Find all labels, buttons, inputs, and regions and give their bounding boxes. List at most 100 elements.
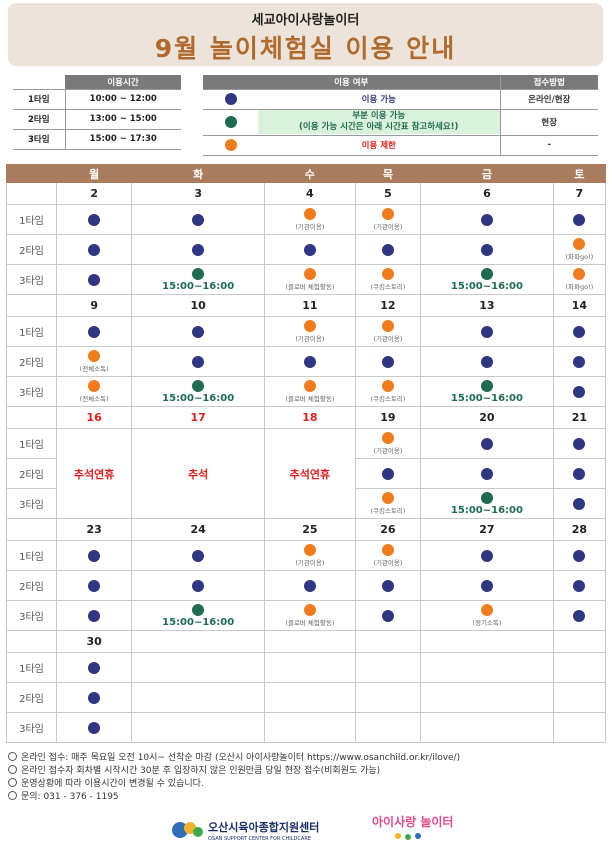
holiday-cell: 추석 <box>131 428 265 519</box>
slot-cell: 15:00~16:00 <box>420 488 554 519</box>
available-dot-icon <box>480 355 493 368</box>
limited-dot-icon <box>303 268 316 280</box>
time-slot-time: 15:00 ~ 17:30 <box>65 129 181 150</box>
slot-row: 2타임 <box>6 682 607 713</box>
available-dot-icon <box>192 325 205 338</box>
date-cell: 26 <box>354 518 422 541</box>
slot-time: 15:00~16:00 <box>162 616 235 628</box>
available-dot-icon <box>381 467 394 480</box>
available-dot-icon <box>88 213 101 226</box>
available-dot-icon <box>303 243 316 256</box>
slot-cell <box>354 600 422 631</box>
slot-row: 1타임 (기관이용) (기관이용) <box>6 316 607 347</box>
slot-row: 1타임 (기관이용) (기관이용) <box>6 540 607 571</box>
slot-row: 2타임 (전체소독) <box>6 346 607 377</box>
slot-cell <box>131 234 265 265</box>
holiday-label: 추석연휴 <box>73 467 115 481</box>
available-dot-icon <box>192 213 205 226</box>
time-slot-label: 2타임 <box>13 109 66 130</box>
slot-cell <box>55 204 133 235</box>
slot-cell: (파파go!) <box>552 264 607 295</box>
page-title: 9월 놀이체험실 이용 안내 <box>154 34 457 63</box>
slot-cell <box>263 652 356 683</box>
available-dot-icon <box>480 213 493 226</box>
slot-cell <box>131 316 265 347</box>
slot-cell <box>55 316 133 347</box>
slot-note: (쿠킹스토리) <box>370 395 406 403</box>
date-row: 16 17 18 19 20 21 <box>6 406 607 429</box>
available-dot-icon <box>573 609 586 622</box>
date-cell: 17 <box>131 406 265 429</box>
slot-label: 1타임 <box>6 316 57 347</box>
slot-cell <box>354 346 422 377</box>
limited-dot-icon <box>224 139 237 151</box>
slot-cell: (클로버 체험활동) <box>263 376 356 407</box>
date-cell: 2 <box>55 182 133 205</box>
time-slot-time: 10:00 ~ 12:00 <box>65 89 181 110</box>
available-dot-icon <box>192 355 205 368</box>
date-cell: 20 <box>420 406 554 429</box>
slot-cell: (기관이용) <box>263 316 356 347</box>
date-cell: 21 <box>552 406 607 429</box>
date-cell <box>420 630 554 653</box>
slot-cell <box>420 682 554 713</box>
available-dot-icon <box>480 243 493 256</box>
slot-row: 1타임 <box>6 652 607 683</box>
slot-cell: (기관이용) <box>263 204 356 235</box>
limited-dot-icon <box>303 604 316 616</box>
slot-cell: (쿠킹스토리) <box>354 264 422 295</box>
date-cell: 10 <box>131 294 265 317</box>
holiday-cell: 추석연휴 <box>263 428 356 519</box>
slot-row: 3타임 (전체소독) 15:00~16:00 (클로버 체험활동) (쿠킹스토리) 15:… <box>6 376 607 407</box>
legend-limited-label: 이용 제한 <box>258 135 500 156</box>
bullet-circle-icon <box>8 791 17 800</box>
date-cell: 30 <box>55 630 133 653</box>
slot-cell <box>263 346 356 377</box>
slot-cell <box>131 204 265 235</box>
slot-cell: (기관이용) <box>354 316 422 347</box>
header-banner: 세교아이사랑놀이터 9월 놀이체험실 이용 안내 <box>8 3 603 66</box>
available-dot-icon <box>480 549 493 562</box>
slot-label: 1타임 <box>6 428 57 459</box>
slot-cell <box>420 428 554 459</box>
date-cell: 18 <box>263 406 356 429</box>
footer-line: 온라인 접수자 회차별 시작시간 30분 후 입장하지 않은 인원만큼 당일 현… <box>8 765 608 778</box>
slot-label: 3타임 <box>6 264 57 295</box>
date-row: 23 24 25 26 27 28 <box>6 518 607 541</box>
bullet-circle-icon <box>8 765 17 774</box>
date-cell <box>354 630 422 653</box>
available-dot-icon <box>573 355 586 368</box>
day-header: 금 <box>420 164 554 183</box>
limited-dot-icon <box>303 208 316 220</box>
slot-note: (클로버 체험활동) <box>285 395 335 403</box>
slot-cell <box>263 234 356 265</box>
slot-cell <box>354 652 422 683</box>
slot-cell <box>55 682 133 713</box>
slot-cell: 15:00~16:00 <box>131 600 265 631</box>
limited-dot-icon <box>88 350 101 362</box>
slot-cell <box>55 264 133 295</box>
date-cell: 4 <box>263 182 356 205</box>
slot-row: 1타임 추석연휴 추석 추석연휴 (기관이용) <box>6 428 607 519</box>
date-row: 30 <box>6 630 607 653</box>
slot-note: (클로버 체험활동) <box>285 283 335 291</box>
available-dot-icon <box>88 243 101 256</box>
legend-available-method: 온라인/현장 <box>499 89 598 110</box>
slot-cell: 15:00~16:00 <box>420 376 554 407</box>
available-dot-icon <box>381 243 394 256</box>
available-dot-icon <box>480 467 493 480</box>
slot-time: 15:00~16:00 <box>450 504 523 516</box>
playground-logo: 아이사랑 놀이터 <box>372 814 453 840</box>
available-dot-icon <box>381 355 394 368</box>
day-header: 토 <box>552 164 607 183</box>
svg-text:아이사랑 놀이터: 아이사랑 놀이터 <box>372 814 453 829</box>
slot-label: 1타임 <box>6 204 57 235</box>
partial-dot-icon <box>192 603 205 616</box>
available-dot-icon <box>573 385 586 398</box>
limited-dot-icon <box>573 268 586 280</box>
available-dot-icon <box>480 579 493 592</box>
slot-note: (파파go!) <box>565 283 594 291</box>
partial-dot-icon <box>192 379 205 392</box>
slot-cell <box>354 570 422 601</box>
slot-cell <box>420 570 554 601</box>
